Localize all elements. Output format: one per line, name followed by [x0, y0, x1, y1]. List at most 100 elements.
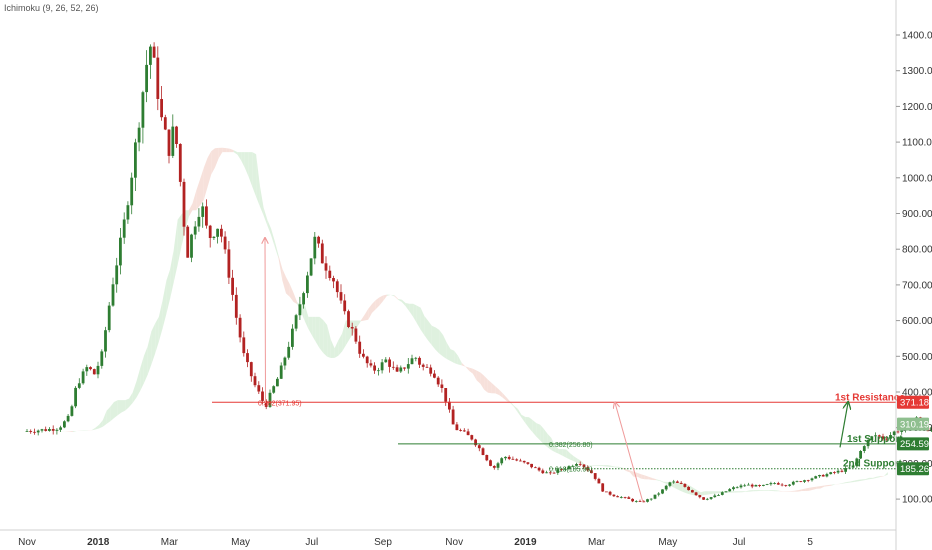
candle-body	[750, 484, 754, 487]
candle-body	[676, 481, 679, 483]
candle	[799, 481, 803, 483]
candle	[421, 363, 425, 371]
candle	[448, 398, 451, 413]
candle-body	[171, 126, 175, 156]
cloud-segment	[828, 484, 832, 487]
candle	[810, 477, 814, 482]
candle	[776, 481, 780, 485]
candle	[264, 399, 268, 410]
cloud-segment	[446, 342, 451, 361]
candle-body	[395, 367, 399, 372]
cloud-segment	[143, 346, 148, 384]
cloud-segment	[730, 491, 735, 493]
candle-body	[74, 387, 77, 407]
candle	[705, 497, 709, 501]
cloud-segment	[551, 438, 556, 453]
candle	[836, 469, 840, 474]
candle	[653, 494, 657, 500]
candle-body	[634, 501, 638, 502]
candle-body	[399, 367, 403, 372]
candle-body	[776, 483, 780, 485]
cloud-segment	[375, 297, 380, 310]
current-price-badge-text: 310.19	[900, 419, 929, 430]
candle	[459, 428, 462, 432]
candle-body	[885, 438, 889, 440]
candle-body	[332, 278, 335, 282]
cloud-segment	[674, 482, 679, 490]
candle	[163, 114, 167, 131]
candle	[291, 324, 294, 350]
cloud-segment	[491, 382, 496, 394]
candle	[833, 471, 836, 475]
indicator-label[interactable]: Ichimoku (9, 26, 52, 26)	[4, 3, 99, 13]
candle	[889, 432, 892, 441]
time-tick-label: May	[658, 537, 677, 548]
cloud-segment	[106, 406, 111, 424]
candle-body	[208, 225, 212, 238]
cloud-segment	[656, 479, 660, 481]
candle-body	[425, 366, 429, 368]
candle-body	[541, 470, 545, 474]
cloud-segment	[274, 241, 279, 259]
candle-body	[844, 468, 847, 472]
time-tick-label: 5	[807, 537, 813, 548]
candle-body	[593, 473, 597, 479]
cloud-segment	[760, 490, 765, 491]
candle	[593, 473, 597, 481]
candle-body	[504, 456, 507, 459]
cloud-segment	[499, 389, 503, 398]
cloud-segment	[529, 417, 533, 433]
candle	[492, 465, 496, 470]
cloud-segment	[450, 349, 455, 363]
candle	[567, 465, 571, 471]
candle-body	[134, 142, 137, 178]
candle-body	[743, 485, 747, 487]
candle	[320, 239, 324, 264]
candle-body	[477, 445, 481, 449]
candle	[892, 430, 896, 437]
candle	[324, 256, 328, 279]
cloud-segment	[379, 295, 384, 306]
cloud-segment	[570, 453, 574, 462]
candle-body	[732, 487, 735, 490]
cloud-segment	[99, 420, 103, 429]
candle-body	[586, 467, 590, 471]
candle-body	[227, 249, 231, 278]
candle	[313, 232, 317, 265]
candle-body	[582, 464, 586, 468]
candle	[694, 491, 698, 496]
candle-body	[137, 127, 141, 143]
candle	[474, 438, 477, 447]
candle-body	[724, 491, 728, 493]
price-levels: 0.382(371.95) 1st Resistance 0.382(256.80)…	[212, 392, 905, 474]
candle-body	[451, 409, 455, 425]
candle	[601, 483, 605, 492]
time-axis[interactable]: Nov 2018 Mar May Jul Sep Nov 2019 Mar May Jul 5	[18, 537, 813, 548]
cloud-segment	[749, 490, 754, 492]
candle	[40, 428, 44, 433]
candle-body	[627, 497, 631, 499]
cloud-segment	[256, 154, 260, 207]
cloud-segment	[517, 408, 522, 418]
candle-body	[77, 383, 81, 388]
time-tick-label: 2018	[87, 537, 110, 548]
candle-body	[664, 485, 668, 490]
cloud-segment	[443, 334, 447, 359]
candle-body	[691, 490, 694, 493]
candle	[145, 50, 148, 103]
cloud-segment	[166, 269, 171, 314]
candle-body	[765, 484, 769, 485]
candle	[504, 456, 507, 461]
candle-body	[36, 430, 40, 433]
candle-body	[216, 228, 219, 237]
candle	[855, 457, 859, 468]
price-tick-label: 1400.00	[902, 31, 932, 42]
candle	[519, 458, 522, 462]
candle	[859, 450, 862, 459]
candle	[795, 480, 799, 483]
cloud-segment	[140, 356, 144, 391]
cloud-segment	[809, 487, 813, 491]
cloud-segment	[394, 295, 399, 300]
candle	[881, 433, 885, 441]
